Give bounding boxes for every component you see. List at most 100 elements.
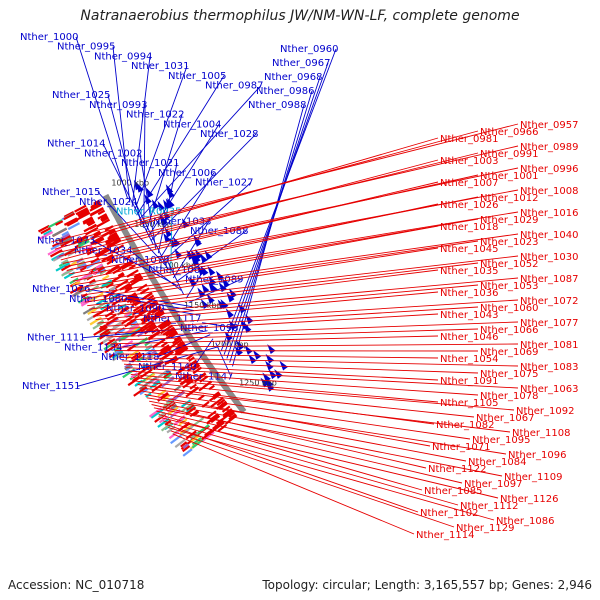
- left-gene-labels: Nther_1000Nther_0995Nther_0994Nther_1031…: [20, 32, 338, 392]
- feature-mark: [87, 308, 97, 316]
- gene-arrow: [163, 232, 171, 244]
- right-gene-label: Nther_1075: [480, 369, 538, 380]
- feature-mark: [55, 262, 71, 272]
- right-gene-label: Nther_1112: [460, 501, 518, 512]
- leader-line: [168, 427, 495, 521]
- feature-mark: [117, 272, 125, 278]
- leader-line: [107, 95, 142, 224]
- left-gene-label: Nther_1140: [138, 362, 196, 373]
- right-gene-label: Nther_1001: [480, 171, 538, 182]
- left-gene-label: Nther_1005: [168, 71, 226, 82]
- feature-mark: [212, 393, 222, 400]
- left-gene-label: Nther_1080: [69, 294, 127, 305]
- feature-mark: [227, 410, 235, 417]
- feature-mark: [185, 430, 197, 440]
- feature-mark: [201, 431, 215, 443]
- feature-mark: [105, 265, 121, 276]
- feature-mark: [105, 236, 120, 246]
- feature-mark: [80, 297, 91, 305]
- gene-arrow: [252, 349, 262, 360]
- left-gene-label: Nther_1022: [126, 110, 184, 121]
- right-gene-label: Nther_1086: [496, 516, 554, 527]
- leader-line: [112, 46, 131, 203]
- feature-mark: [157, 417, 170, 428]
- feature-mark: [161, 400, 175, 412]
- right-gene-label: Nther_1063: [520, 384, 578, 395]
- left-gene-label: Nther_1076: [32, 284, 90, 295]
- feature-mark: [77, 295, 90, 304]
- left-gene-label: Nther_1027: [195, 178, 253, 189]
- right-gene-label: Nther_1036: [440, 288, 498, 299]
- feature-mark: [198, 380, 213, 392]
- feature-mark: [129, 274, 143, 284]
- feature-mark: [182, 445, 191, 453]
- right-gene-label: Nther_1071: [432, 442, 490, 453]
- feature-mark: [86, 247, 94, 253]
- leader-line: [93, 277, 519, 317]
- right-gene-label: Nther_0957: [520, 120, 578, 131]
- feature-mark: [100, 303, 111, 311]
- leader-line: [75, 36, 128, 199]
- feature-mark: [182, 443, 189, 449]
- left-gene-label: Nther_1002: [84, 148, 142, 159]
- feature-mark: [49, 249, 63, 258]
- feature-mark: [179, 376, 192, 386]
- leader-line: [163, 420, 459, 506]
- leader-line: [108, 328, 479, 341]
- feature-mark: [77, 286, 85, 292]
- feature-mark: [97, 213, 108, 220]
- feature-mark: [156, 368, 170, 379]
- gene-arrow: [157, 200, 165, 212]
- feature-mark: [125, 312, 133, 318]
- kbp-ticks: 1000 kbp 1050 kbp 1100 kbp 1150 kbp 1200 kbp…: [111, 178, 276, 387]
- feature-mark: [90, 235, 104, 245]
- feature-mark: [96, 218, 111, 228]
- feature-mark: [131, 306, 145, 316]
- left-gene-label: Nther_1033: [153, 216, 211, 227]
- gene-arrow: [159, 215, 168, 226]
- feature-mark: [107, 232, 118, 240]
- leader-line: [102, 143, 154, 246]
- left-gene-label: Nther_0967: [272, 58, 330, 69]
- left-gene-label: Nther_1089: [185, 275, 243, 286]
- feature-mark: [83, 223, 97, 233]
- gene-arrow: [186, 249, 195, 260]
- left-gene-label: Nther_1090: [106, 304, 164, 315]
- leader-line: [146, 397, 507, 455]
- feature-mark: [143, 291, 153, 299]
- feature-mark: [124, 363, 133, 371]
- right-gene-label: Nther_1085: [424, 486, 482, 497]
- feature-mark: [78, 210, 90, 218]
- feature-mark: [103, 288, 118, 299]
- right-gene-label: Nther_1069: [480, 347, 538, 358]
- feature-mark: [145, 323, 157, 332]
- feature-mark: [136, 283, 148, 292]
- leader-line: [92, 240, 179, 287]
- leader-line: [66, 181, 439, 271]
- feature-mark: [81, 245, 93, 253]
- feature-mark: [185, 377, 193, 384]
- right-gene-label: Nther_1016: [520, 208, 578, 219]
- gene-arrow: [225, 308, 234, 319]
- feature-mark: [93, 199, 100, 205]
- feature-mark: [228, 411, 236, 418]
- feature-mark: [167, 406, 179, 416]
- accession-label: Accession: NC_010718: [8, 578, 145, 592]
- leader-line: [129, 250, 182, 291]
- left-gene-label: Nther_0993: [89, 100, 147, 111]
- left-gene-label: Nther_1025: [52, 90, 110, 101]
- left-gene-label: Nther_1021: [121, 158, 179, 169]
- leader-line: [193, 338, 214, 368]
- feature-mark: [77, 240, 90, 248]
- leader-line: [82, 240, 479, 300]
- leader-line: [89, 262, 479, 310]
- gene-arrow: [244, 344, 253, 355]
- feature-mark: [128, 276, 144, 287]
- gene-arrow: [133, 179, 142, 191]
- leader-line: [145, 114, 183, 233]
- leader-line: [119, 356, 519, 367]
- right-gene-label: Nther_1008: [520, 186, 578, 197]
- feature-mark: [110, 273, 125, 283]
- feature-mark: [159, 344, 170, 352]
- feature-mark: [192, 410, 200, 417]
